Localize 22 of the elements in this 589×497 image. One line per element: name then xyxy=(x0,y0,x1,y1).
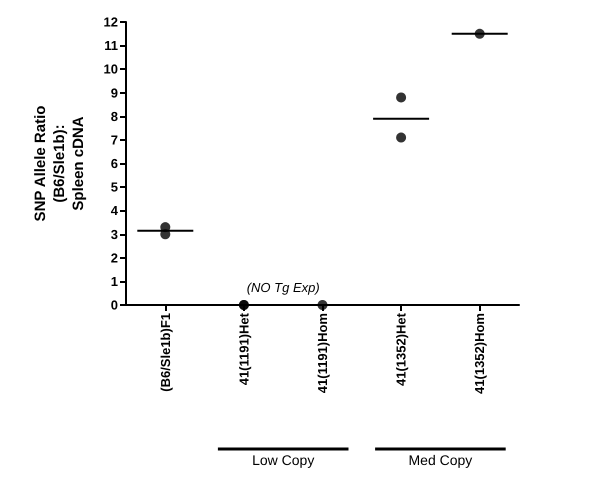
text: Med Copy xyxy=(408,452,472,468)
y-tick-label: 1 xyxy=(110,274,118,289)
y-tick-label: 5 xyxy=(110,180,118,195)
y-tick-label: 9 xyxy=(110,85,118,100)
y-tick-label: 7 xyxy=(110,132,118,148)
y-tick-label: 11 xyxy=(104,38,118,54)
y-tick-label: 3 xyxy=(110,226,118,242)
text: Low Copy xyxy=(252,452,314,468)
x-tick-label: 41(1191)Het xyxy=(236,312,252,386)
y-tick-label: 0 xyxy=(110,298,118,312)
x-tick-label: 41(1191)Hom xyxy=(315,313,330,394)
y-tick-label: 12 xyxy=(104,14,118,30)
y-tick-label: 8 xyxy=(110,108,118,124)
x-tick-label: (B6/Sle1b)F1 xyxy=(158,313,173,392)
y-tick-label: 10 xyxy=(104,62,118,77)
y-tick-label: 6 xyxy=(110,156,118,171)
annotation: (NO Tg Exp) xyxy=(246,280,320,295)
x-tick-label: 41(1352)Hom xyxy=(472,313,488,394)
y-tick-label: 2 xyxy=(110,250,118,266)
x-tick-label: 41(1352)Het xyxy=(394,312,409,386)
y-axis-title: SNP Allele Ratio (B6/Sle1b): Spleen cDNA xyxy=(32,106,87,222)
y-tick-label: 4 xyxy=(110,203,119,218)
